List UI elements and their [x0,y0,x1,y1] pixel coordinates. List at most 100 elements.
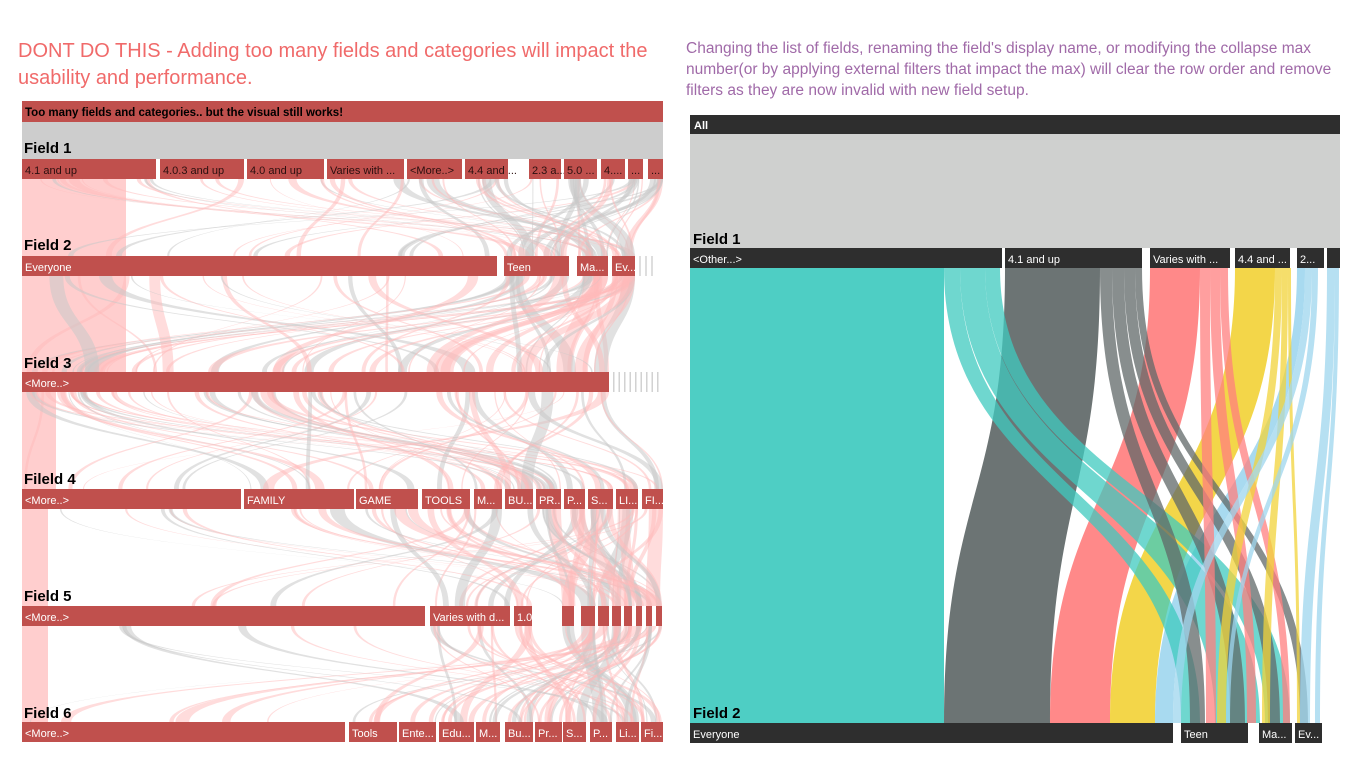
right-f2-node-3[interactable] [1295,723,1322,743]
left-flow-link [379,392,506,489]
left-flow-link [26,392,269,489]
right-f1-node-1[interactable] [1005,248,1142,268]
left-f4-node-10[interactable] [642,489,663,509]
left-flow-link [528,626,628,722]
right-flow-link [1124,268,1280,723]
left-f4-node-3[interactable] [422,489,470,509]
left-f6-node-5[interactable] [505,722,533,742]
left-f6-node-10[interactable] [641,722,663,742]
left-level-label-1: Field 1 [24,140,72,157]
right-f2-node-0[interactable] [690,723,1173,743]
left-flow-link [547,626,619,722]
left-flow-link [72,276,601,372]
left-f1-node-9[interactable] [628,159,643,179]
left-f6-node-1[interactable] [349,722,397,742]
left-flow-link [551,509,607,606]
left-f1-node-label-4: <More..> [410,165,454,177]
left-f2-node-0[interactable] [22,256,497,276]
right-flow-link [1173,268,1312,723]
left-f4-node-0[interactable] [22,489,241,509]
left-f4-node-8[interactable] [588,489,613,509]
left-f3-sliver [646,372,648,392]
left-flow-link [135,276,390,372]
left-f6-node-label-5: Bu... [508,728,531,740]
left-f3-node-0[interactable] [22,372,609,392]
right-f1-node-4[interactable] [1297,248,1324,268]
left-f6-node-9[interactable] [616,722,639,742]
left-f1-node-10[interactable] [648,159,663,179]
left-f5-node-7[interactable] [624,606,632,626]
left-f4-node-6[interactable] [536,489,561,509]
left-f6-node-8[interactable] [590,722,612,742]
left-f1-node-5[interactable] [465,159,508,179]
right-f2-node-1[interactable] [1181,723,1248,743]
right-f1-node-2[interactable] [1150,248,1230,268]
left-flow-link [646,509,663,606]
left-f4-node-9[interactable] [616,489,638,509]
left-f6-node-7[interactable] [563,722,586,742]
left-f2-node-1[interactable] [504,256,569,276]
left-f6-node-2[interactable] [399,722,436,742]
right-f1-node-3[interactable] [1235,248,1290,268]
left-f1-node-7[interactable] [564,159,597,179]
left-f4-node-4[interactable] [474,489,502,509]
left-f6-node-0[interactable] [22,722,345,742]
left-f5-node-1[interactable] [430,606,510,626]
left-f4-node-5[interactable] [505,489,533,509]
left-f4-node-7[interactable] [564,489,585,509]
left-f5-node-10[interactable] [656,606,662,626]
left-f1-node-6[interactable] [529,159,561,179]
left-flow-link [613,626,645,722]
left-f2-node-2[interactable] [577,256,608,276]
left-f5-node-4[interactable] [581,606,595,626]
left-f2-node-3[interactable] [612,256,635,276]
left-f1-node-2[interactable] [247,159,324,179]
left-flow-link [146,392,378,489]
right-f2-node-2[interactable] [1259,723,1292,743]
left-flow-link [83,392,565,489]
right-root-node[interactable] [690,115,1340,134]
left-f1-node-0[interactable] [22,159,156,179]
left-flow-link [518,276,635,372]
left-f5-node-6[interactable] [612,606,621,626]
left-flow-link [361,276,511,372]
left-f4-node-1[interactable] [244,489,354,509]
right-flow-link [944,268,1200,723]
left-f5-node-0[interactable] [22,606,425,626]
left-f5-node-2[interactable] [514,606,532,626]
left-f5-node-5[interactable] [598,606,609,626]
left-flow-link [442,626,592,722]
left-flow-link [169,509,618,606]
left-flow-link [523,626,618,722]
left-flow-link [475,179,608,256]
left-f4-node-2[interactable] [356,489,418,509]
left-flow-link [526,626,595,722]
left-f5-node-8[interactable] [636,606,642,626]
left-f3-sliver [613,372,615,392]
left-f1-node-label-2: 4.0 and up [250,165,302,177]
left-flow-link [143,392,515,489]
left-f1-node-4[interactable] [407,159,462,179]
left-f6-node-6[interactable] [535,722,562,742]
right-f1-node-label-1: 4.1 and up [1008,254,1060,266]
left-f1-node-1[interactable] [160,159,244,179]
left-flow-link [475,509,601,606]
right-f1-node-5[interactable] [1327,248,1340,268]
left-f6-node-4[interactable] [476,722,500,742]
left-flow-link [68,179,635,256]
left-f4-node-label-9: LI... [619,495,637,507]
left-flow-link [381,509,519,606]
left-flow-link [209,392,555,489]
left-f5-node-3[interactable] [562,606,574,626]
left-f1-node-3[interactable] [327,159,404,179]
left-flow-link [494,179,626,256]
left-chart-banner[interactable] [22,101,663,122]
right-f1-node-0[interactable] [690,248,1002,268]
left-flow-link [81,179,537,256]
left-f6-node-3[interactable] [439,722,474,742]
left-f6-node-label-0: <More..> [25,728,69,740]
left-f5-node-9[interactable] [646,606,652,626]
left-f3-sliver [629,372,631,392]
left-f1-node-8[interactable] [601,159,625,179]
left-flow-link [492,626,641,722]
